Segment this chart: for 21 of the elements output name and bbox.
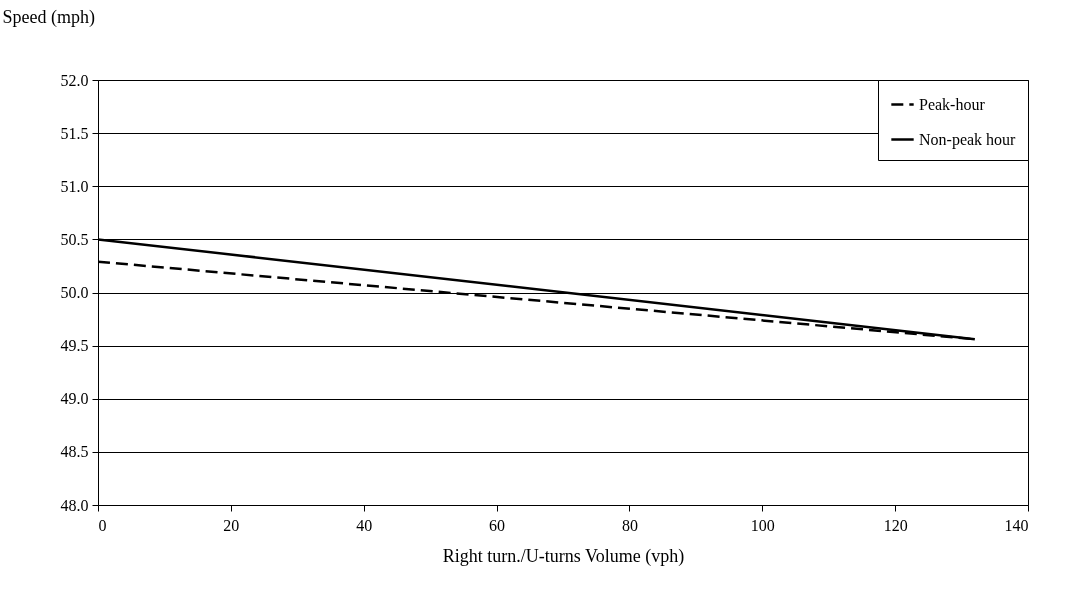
x-tick-label: 60: [489, 516, 506, 534]
x-axis-title: Right turn./U-turns Volume (vph): [442, 545, 685, 567]
x-tick-label: 140: [1004, 516, 1029, 534]
y-tick-label: 50.5: [60, 230, 89, 248]
y-tick-label: 52.0: [60, 71, 89, 89]
y-tick-label: 49.0: [60, 390, 89, 408]
y-tick-label: 50.0: [60, 284, 89, 301]
y-axis-title: Speed (mph): [2, 6, 95, 28]
legend-label: Non-peak hour: [919, 130, 1017, 149]
x-tick-label: 20: [223, 516, 240, 534]
x-tick-label: 0: [98, 516, 107, 534]
x-tick-label: 120: [883, 516, 908, 534]
y-tick-label: 48.5: [60, 443, 89, 461]
y-tick-label: 51.0: [60, 177, 89, 195]
y-tick-label: 48.0: [60, 496, 89, 514]
legend-label: Peak-hour: [919, 95, 986, 113]
x-tick-label: 80: [621, 516, 638, 534]
x-tick-label: 40: [356, 516, 373, 534]
y-tick-label: 49.5: [60, 337, 89, 355]
y-tick-label: 51.5: [60, 124, 89, 142]
x-tick-label: 100: [750, 516, 775, 534]
